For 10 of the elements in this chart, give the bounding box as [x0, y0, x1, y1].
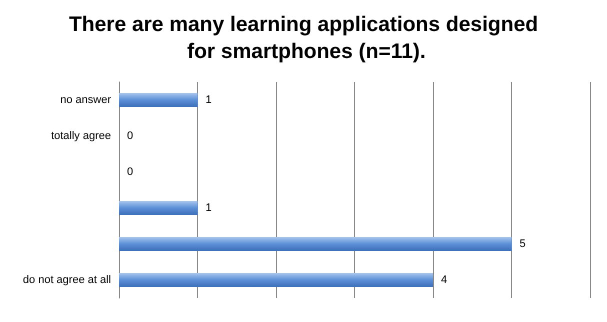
data-label: 5 [520, 238, 526, 250]
y-tick-label: do not agree at all [22, 274, 111, 286]
chart-title: There are many learning applications designed for smartphones (n=11). [68, 13, 538, 63]
data-label: 4 [441, 274, 448, 286]
data-label: 0 [127, 166, 134, 178]
data-label: 0 [127, 130, 134, 142]
y-tick-label: no answer [60, 94, 112, 106]
data-label: 1 [206, 202, 212, 214]
y-tick-label: totally agree [51, 130, 111, 142]
data-label: 1 [206, 94, 212, 106]
